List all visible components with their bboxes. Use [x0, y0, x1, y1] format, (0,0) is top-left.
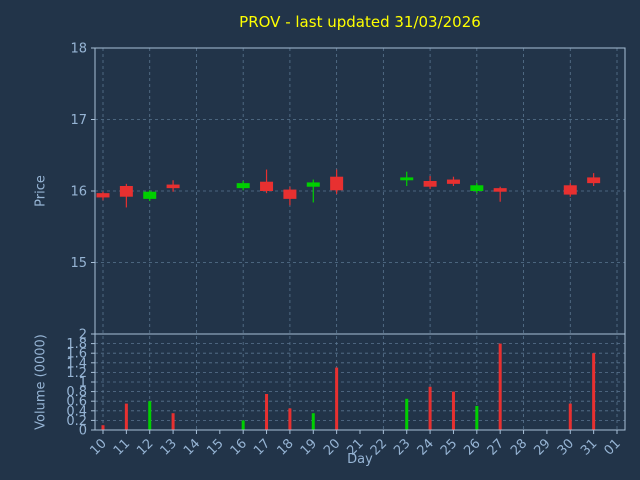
volume-tick-label: 0 — [79, 424, 87, 439]
candle-body — [563, 185, 577, 195]
candle-body — [96, 193, 110, 198]
volume-bar — [124, 403, 128, 430]
volume-tick-label: 1.4 — [66, 356, 87, 371]
volume-tick-label: 1.8 — [66, 337, 87, 352]
volume-tick-label: 1.2 — [66, 366, 87, 381]
volume-tick-label: 2 — [79, 328, 87, 343]
volume-bar — [592, 353, 596, 430]
volume-tick-label: 1 — [79, 376, 87, 391]
price-tick-label: 16 — [70, 185, 87, 200]
volume-tick-label: 0.8 — [66, 385, 87, 400]
volume-bar — [475, 406, 479, 430]
candle-body — [166, 184, 180, 189]
candle-body — [283, 189, 297, 199]
candle-body — [119, 185, 133, 197]
candle-body — [493, 188, 507, 192]
volume-bar — [498, 343, 502, 430]
price-tick-label: 15 — [70, 256, 87, 271]
volume-bar — [288, 408, 292, 430]
volume-bar — [148, 401, 152, 430]
volume-tick-label: 1.6 — [66, 347, 87, 362]
candle-body — [470, 185, 484, 191]
candle-body — [587, 177, 601, 184]
candle-body — [446, 179, 460, 184]
candle-body — [236, 183, 250, 189]
volume-bar — [428, 386, 432, 430]
volume-bar — [568, 403, 572, 430]
volume-axis-label: Volume (0000) — [33, 334, 49, 430]
volume-bar — [335, 367, 339, 430]
candle-body — [306, 182, 320, 187]
volume-tick-label: 0.4 — [66, 404, 87, 419]
volume-bar — [405, 398, 409, 430]
candle-body — [400, 177, 414, 181]
candle-body — [423, 180, 437, 187]
volume-bar — [311, 413, 315, 430]
volume-tick-label: 0.2 — [66, 414, 87, 429]
candle-body — [330, 176, 344, 191]
volume-bar — [171, 413, 175, 430]
candle-body — [143, 191, 157, 199]
chart-title: PROV - last updated 31/03/2026 — [239, 13, 481, 31]
price-tick-label: 17 — [70, 113, 87, 128]
volume-bar — [101, 425, 105, 430]
volume-tick-label: 0.6 — [66, 395, 87, 410]
volume-bar — [241, 420, 245, 430]
x-axis-label: Day — [347, 452, 373, 467]
candle-body — [260, 181, 274, 191]
price-tick-label: 18 — [70, 42, 87, 57]
volume-bar — [265, 394, 269, 430]
volume-bar — [451, 391, 455, 430]
price-axis-label: Price — [33, 175, 49, 207]
